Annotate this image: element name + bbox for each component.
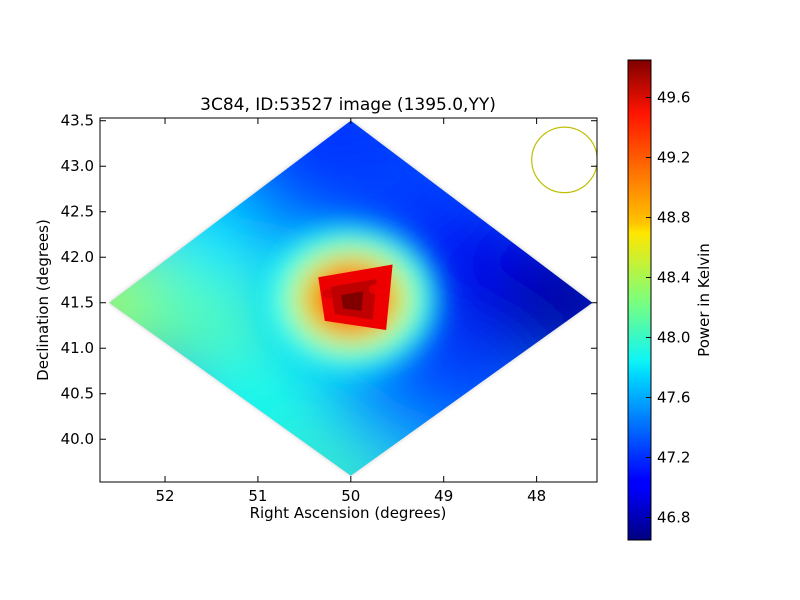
colorbar-ticks: 46.8 47.2 47.6 48.0 48.4 48.8 49.2 49.6 [646, 89, 690, 527]
colorbar-label: Power in Kelvin [695, 243, 713, 357]
y-tick-label: 42.0 [61, 248, 94, 266]
colorbar-tick-label: 47.2 [657, 449, 690, 467]
y-tick-label: 43.5 [61, 112, 94, 130]
x-axis-label: Right Ascension (degrees) [250, 504, 447, 522]
colorbar-tick-label: 47.6 [657, 389, 690, 407]
y-axis-label: Declination (degrees) [34, 219, 52, 381]
colorbar-tick-label: 46.8 [657, 509, 690, 527]
chart-title: 3C84, ID:53527 image (1395.0,YY) [200, 95, 496, 115]
y-tick-label: 41.5 [61, 294, 94, 312]
y-tick-label: 42.5 [61, 203, 94, 221]
core-sample-2 [369, 284, 380, 295]
core-sample-0 [345, 293, 356, 304]
y-axis-ticks: 40.0 40.5 41.0 41.5 42.0 42.5 43.0 43.5 [61, 112, 597, 448]
x-tick-label: 52 [155, 487, 174, 505]
y-tick-label: 43.0 [61, 157, 94, 175]
x-tick-label: 48 [527, 487, 546, 505]
plot-area [109, 120, 597, 476]
colorbar-tick-label: 48.0 [657, 329, 690, 347]
y-tick-label: 40.0 [61, 430, 94, 448]
field-sample-12 [495, 236, 593, 369]
colorbar-tick-label: 49.6 [657, 89, 690, 107]
core-sample-1 [322, 288, 333, 299]
colorbar-tick-label: 48.8 [657, 209, 690, 227]
y-tick-label: 41.0 [61, 339, 94, 357]
x-tick-label: 49 [434, 487, 453, 505]
colorbar [627, 59, 652, 541]
x-tick-label: 51 [248, 487, 267, 505]
plot-frame [99, 117, 598, 483]
colorbar-tick-label: 49.2 [657, 149, 690, 167]
x-axis-ticks: 52 51 50 49 48 [155, 118, 546, 505]
beam-circle [531, 126, 597, 194]
y-tick-label: 40.5 [61, 385, 94, 403]
x-tick-label: 50 [341, 487, 360, 505]
colorbar-tick-label: 48.4 [657, 269, 690, 287]
